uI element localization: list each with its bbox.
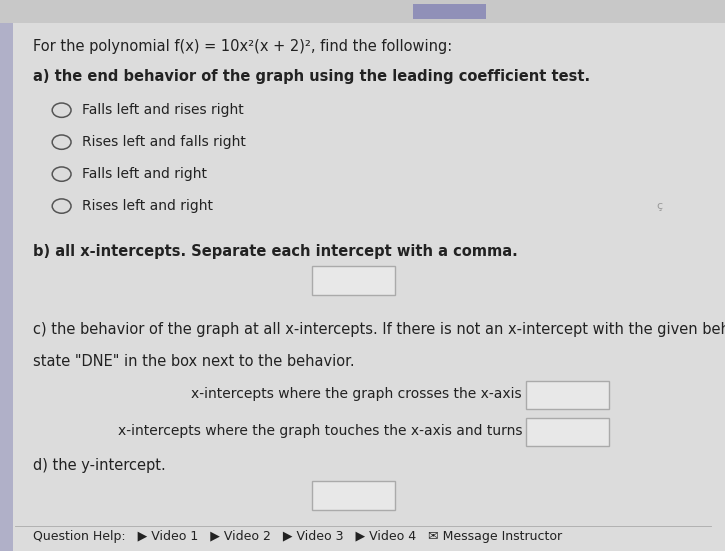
Text: Rises left and right: Rises left and right xyxy=(82,199,213,213)
Text: c) the behavior of the graph at all x-intercepts. If there is not an x-intercept: c) the behavior of the graph at all x-in… xyxy=(33,322,725,337)
Text: Falls left and right: Falls left and right xyxy=(82,167,207,181)
FancyBboxPatch shape xyxy=(0,0,725,23)
FancyBboxPatch shape xyxy=(312,266,395,295)
Text: Falls left and rises right: Falls left and rises right xyxy=(82,103,244,117)
FancyBboxPatch shape xyxy=(526,381,609,409)
Text: b) all x-intercepts. Separate each intercept with a comma.: b) all x-intercepts. Separate each inter… xyxy=(33,244,518,258)
Text: Rises left and falls right: Rises left and falls right xyxy=(82,135,246,149)
Text: d) the y-intercept.: d) the y-intercept. xyxy=(33,458,165,473)
Text: x-intercepts where the graph crosses the x-axis: x-intercepts where the graph crosses the… xyxy=(191,387,522,401)
Text: ç: ç xyxy=(656,201,662,211)
Text: state "DNE" in the box next to the behavior.: state "DNE" in the box next to the behav… xyxy=(33,354,355,369)
FancyBboxPatch shape xyxy=(0,0,13,551)
FancyBboxPatch shape xyxy=(526,418,609,446)
Text: x-intercepts where the graph touches the x-axis and turns: x-intercepts where the graph touches the… xyxy=(117,424,522,438)
Text: For the polynomial f(x) = 10x²(x + 2)², find the following:: For the polynomial f(x) = 10x²(x + 2)², … xyxy=(33,39,452,53)
FancyBboxPatch shape xyxy=(312,481,395,510)
FancyBboxPatch shape xyxy=(413,4,486,19)
Text: Question Help:   ▶ Video 1   ▶ Video 2   ▶ Video 3   ▶ Video 4   ✉ Message Instr: Question Help: ▶ Video 1 ▶ Video 2 ▶ Vid… xyxy=(33,530,562,543)
Text: a) the end behavior of the graph using the leading coefficient test.: a) the end behavior of the graph using t… xyxy=(33,69,589,84)
